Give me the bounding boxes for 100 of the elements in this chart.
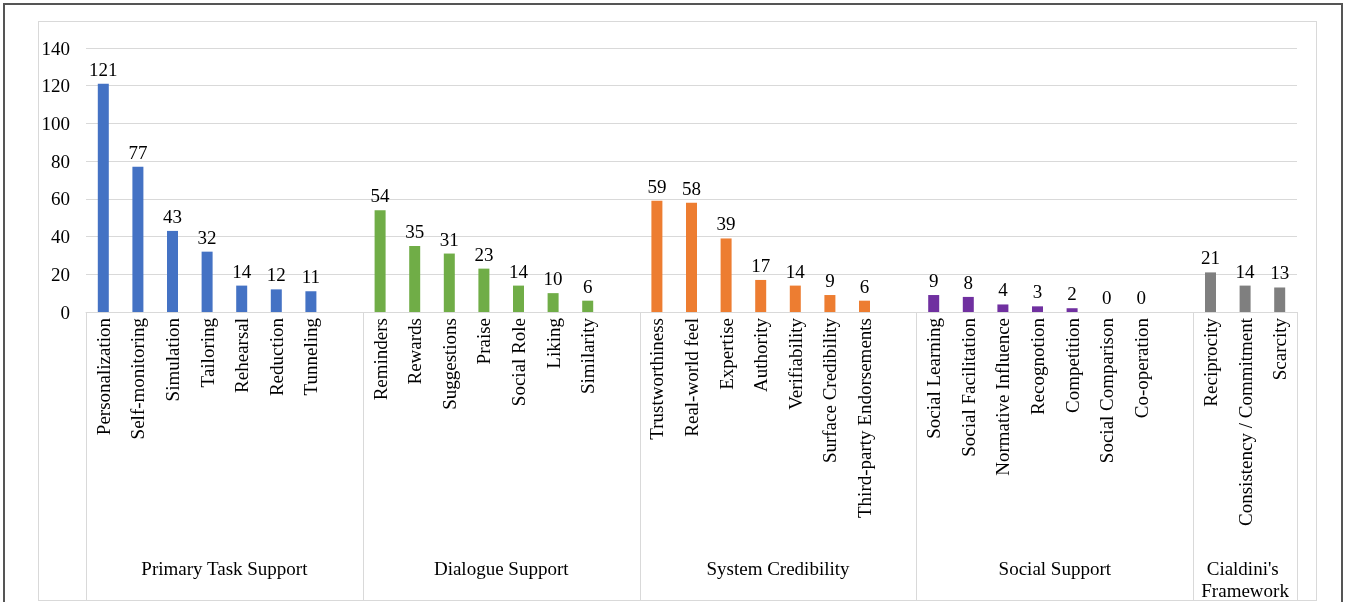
- data-label: 32: [197, 226, 217, 248]
- x-tick-label: Reminders: [369, 318, 391, 401]
- x-tick-label: Reduction: [265, 317, 287, 397]
- data-label: 58: [682, 177, 701, 199]
- data-label: 23: [474, 243, 494, 265]
- data-label: 9: [825, 270, 835, 292]
- text: Dialogue Support: [433, 557, 570, 579]
- data-label: 14: [232, 260, 252, 282]
- bar: [409, 246, 421, 312]
- bar: [1032, 306, 1043, 312]
- x-tick-label: Recognotion: [1027, 317, 1048, 416]
- data-label: 43: [163, 205, 182, 227]
- data-label: 3: [1032, 281, 1043, 303]
- x-tick-label: Rewards: [404, 318, 426, 385]
- y-tick-label: 100: [41, 112, 70, 134]
- x-tick-label: Rehearsal: [231, 318, 253, 393]
- x-tick-label: Real-world feel: [681, 318, 702, 437]
- y-tick-label: 120: [41, 75, 70, 97]
- data-label: 21: [1201, 247, 1220, 269]
- data-label: 14: [785, 260, 806, 282]
- x-tick-label: Simulation: [162, 317, 183, 402]
- x-tick-label: Social Role: [508, 318, 529, 407]
- x-tick-label: Personalization: [92, 317, 114, 436]
- bar: [305, 291, 317, 312]
- text: Primary Task Support: [141, 557, 309, 579]
- bar: [859, 300, 870, 312]
- data-label: 6: [859, 275, 870, 297]
- data-label: 77: [128, 141, 148, 163]
- x-tick-label: Trustworthiness: [646, 318, 668, 440]
- data-label: 54: [370, 185, 391, 207]
- x-tick-label: Co-operation: [1130, 317, 1152, 419]
- y-tick-label: 0: [60, 301, 70, 323]
- bar: [97, 83, 109, 312]
- x-tick-label: Normative Influence: [992, 318, 1014, 476]
- bar: [132, 166, 144, 312]
- bar: [270, 289, 282, 312]
- x-tick-label: Reciprocity: [1200, 317, 1221, 407]
- data-label: 39: [716, 213, 736, 235]
- x-tick-label: Competition: [1061, 317, 1083, 413]
- bar: [236, 285, 248, 312]
- data-label: 0: [1101, 287, 1112, 308]
- y-tick-label: 40: [51, 226, 70, 248]
- bar: [755, 279, 767, 312]
- x-tick-label: Consistency / Commitment: [1234, 317, 1256, 526]
- x-tick-label: Surface Credibility: [819, 317, 841, 464]
- data-label: 2: [1067, 283, 1077, 305]
- bar: [374, 210, 386, 312]
- data-label: 11: [301, 266, 321, 288]
- bar: [824, 295, 836, 312]
- bar: [1274, 287, 1286, 312]
- data-label: 17: [751, 254, 771, 276]
- data-label: 59: [647, 175, 667, 197]
- x-tick-label: Suggestions: [438, 318, 460, 410]
- data-label: 31: [439, 228, 459, 250]
- x-tick-label: Social Learning: [923, 317, 945, 439]
- bar: [962, 296, 974, 312]
- x-tick-label: Social Comparison: [1096, 317, 1118, 464]
- data-label: 8: [963, 271, 974, 293]
- bar: [720, 238, 732, 312]
- y-tick-label: 60: [51, 188, 70, 210]
- data-label: 14: [1235, 260, 1256, 282]
- bar: [651, 200, 663, 312]
- bar: [997, 304, 1009, 312]
- bar: [167, 230, 178, 312]
- x-tick-label: Social Facilitation: [957, 317, 979, 457]
- x-tick-label: Self-monitoring: [127, 317, 149, 440]
- x-tick-label: Liking: [542, 317, 564, 369]
- bar: [789, 285, 801, 312]
- x-tick-label: Tailoring: [196, 317, 218, 388]
- bar: [513, 285, 524, 312]
- text: Social Support: [998, 557, 1112, 579]
- y-tick-label: 80: [51, 150, 70, 172]
- data-label: 121: [89, 58, 118, 80]
- x-tick-label: Scarcity: [1269, 317, 1291, 381]
- bar: [478, 268, 490, 312]
- bar: [582, 300, 594, 312]
- x-tick-label: Authority: [750, 317, 772, 392]
- data-label: 12: [266, 264, 286, 286]
- data-label: 14: [509, 260, 529, 282]
- bar: [1066, 308, 1078, 312]
- bar: [201, 251, 213, 312]
- x-tick-label: Tunneling: [300, 317, 322, 396]
- bar: [443, 253, 455, 312]
- text: System Credibility: [706, 557, 851, 579]
- y-tick-label: 20: [51, 263, 70, 285]
- x-tick-label: Expertise: [715, 318, 737, 390]
- bar: [928, 295, 940, 312]
- x-tick-label: Praise: [473, 318, 495, 365]
- data-label: 6: [582, 275, 593, 297]
- data-label: 13: [1270, 262, 1290, 284]
- data-label: 35: [405, 221, 425, 242]
- text: Cialdini's Framework: [1201, 557, 1290, 601]
- data-label: 4: [998, 279, 1009, 301]
- data-label: 10: [543, 268, 563, 290]
- bar: [1239, 285, 1251, 312]
- x-tick-label: Similarity: [577, 317, 599, 394]
- data-label: 9: [928, 270, 939, 292]
- bar: [1205, 272, 1216, 312]
- x-tick-label: Third-party Endorsements: [854, 318, 875, 518]
- bar: [547, 293, 559, 312]
